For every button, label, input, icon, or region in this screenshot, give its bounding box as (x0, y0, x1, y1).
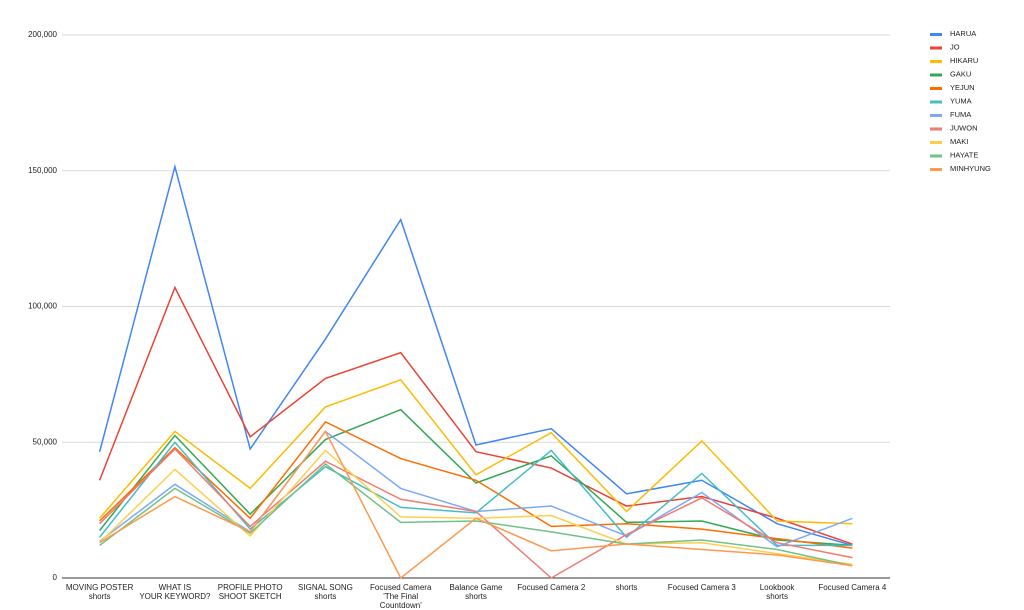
y-tick-label: 0 (53, 573, 58, 582)
legend-label: MAKI (950, 137, 968, 146)
x-tick-line: SIGNAL SONG (298, 583, 353, 592)
x-tick-label: Focused Camera 4 (818, 583, 887, 592)
y-tick-label: 50,000 (33, 437, 58, 446)
x-tick-line: 'The Final (383, 592, 418, 601)
x-tick-label: Focused Camera 'The Final Countdown' (370, 583, 432, 610)
series-line (99, 420, 853, 549)
x-tick-label: Lookbook shorts (760, 583, 796, 601)
legend-label: YEJUN (950, 83, 975, 92)
x-tick-line: Balance Game (450, 583, 503, 592)
x-tick-label: Balance Game shorts (450, 583, 503, 601)
x-tick-line: SHOOT SKETCH (219, 592, 282, 601)
legend-label: HAYATE (950, 150, 978, 159)
y-tick-label: 100,000 (28, 302, 57, 311)
x-tick-line: Countdown' (380, 601, 422, 610)
x-tick-label: MOVING POSTER shorts (66, 583, 134, 601)
x-tick-label: Focused Camera 3 (668, 583, 737, 592)
x-tick-label: Focused Camera 2 (517, 583, 586, 592)
legend-label: MINHYUNG (950, 164, 991, 173)
x-tick-line: shorts (89, 592, 111, 601)
legend-label: GAKU (950, 69, 971, 78)
series-line (98, 285, 853, 545)
legend-swatch (930, 60, 942, 63)
legend-label: FUMA (950, 110, 971, 119)
legend-label: YUMA (950, 96, 972, 105)
legend-swatch (930, 127, 942, 131)
y-tick-label: 200,000 (28, 30, 57, 39)
x-tick-line: shorts (616, 583, 638, 592)
x-tick-line: Focused Camera 4 (818, 583, 887, 592)
x-tick-line: shorts (766, 592, 788, 601)
x-tick-line: Focused Camera 2 (517, 583, 586, 592)
series-line (99, 378, 853, 525)
x-tick-label: WHAT IS YOUR KEYWORD? (139, 583, 211, 601)
series-line (98, 163, 853, 547)
x-tick-line: Lookbook (760, 583, 796, 592)
x-tick-line: Focused Camera 3 (668, 583, 737, 592)
legend-swatch (930, 168, 942, 171)
legend-swatch (930, 114, 942, 117)
x-tick-line: shorts (465, 592, 487, 601)
legend-label: JO (950, 42, 960, 51)
x-tick-label: SIGNAL SONG shorts (298, 583, 353, 601)
legend-swatch (930, 100, 942, 104)
x-tick-line: Focused Camera (370, 583, 432, 592)
x-tick-label: PROFILE PHOTO SHOOT SKETCH (218, 583, 283, 601)
x-tick-label: shorts (616, 583, 638, 592)
x-tick-line: MOVING POSTER (66, 583, 134, 592)
legend-swatch (930, 154, 942, 158)
series-line (99, 408, 853, 547)
legend-label: HIKARU (950, 56, 978, 65)
series-line (99, 430, 853, 548)
y-tick-label: 150,000 (28, 166, 57, 175)
x-tick-line: PROFILE PHOTO (218, 583, 283, 592)
series-line (99, 429, 853, 580)
x-tick-line: WHAT IS (159, 583, 192, 592)
legend-label: HARUA (950, 29, 976, 38)
legend-swatch (930, 87, 942, 90)
x-tick-line: YOUR KEYWORD? (139, 592, 211, 601)
legend-label: JUWON (950, 123, 978, 132)
series-line (99, 447, 853, 579)
legend-swatch (930, 73, 942, 77)
legend-swatch (930, 46, 942, 50)
x-tick-line: shorts (315, 592, 337, 601)
legend-swatch (930, 141, 942, 144)
legend-swatch (930, 33, 942, 36)
series-line (99, 462, 853, 567)
